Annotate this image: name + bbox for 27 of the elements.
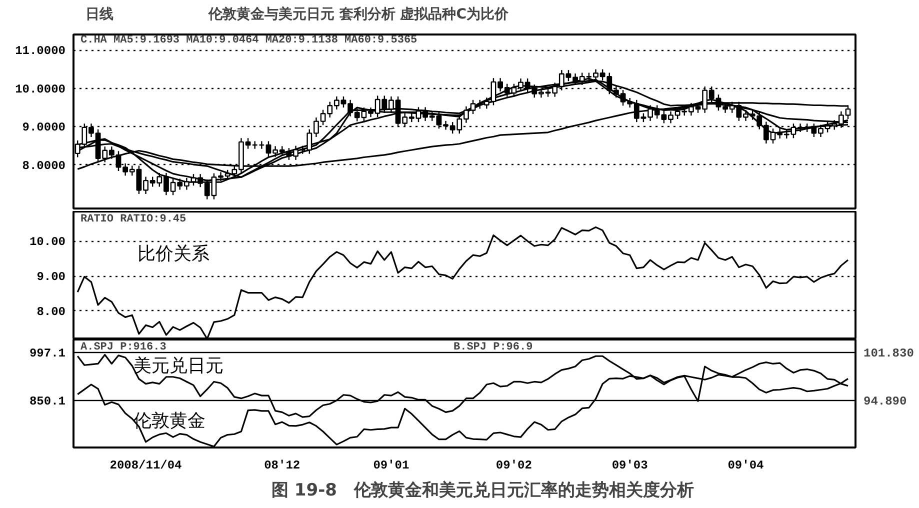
y-tick-label: 997.1	[29, 346, 66, 361]
y-tick-label: 10.00	[29, 235, 66, 250]
y-tick-label: 11.0000	[15, 44, 66, 58]
annotation: B.SPJ P:96.9	[454, 342, 533, 354]
text: 比价关系	[138, 244, 210, 264]
series-label: 伦敦黄金	[134, 410, 206, 432]
x-tick-label: 2008/11/04	[110, 458, 182, 472]
y-tick-label: 10.0000	[15, 82, 66, 96]
y-tick-label: 8.0000	[22, 158, 66, 173]
annotation: C.HA MA5:9.1693 MA10:9.0464 MA20:9.1138 MA60:9.5365	[80, 34, 418, 46]
caption: 图 19-8 伦敦黄金和美元兑日元汇率的走势相关度分析	[272, 480, 694, 500]
x-tick-label: 09'03	[612, 458, 648, 472]
y-tick-label: 8.00	[36, 304, 66, 319]
annotation: A.SPJ P:916.3	[80, 342, 167, 354]
y-tick-label: 9.00	[36, 270, 66, 284]
y-tick-label: 850.1	[29, 394, 66, 408]
y2-tick-label: 94.890	[864, 394, 907, 408]
annotation: RATIO RATIO:9.45	[80, 214, 187, 226]
x-tick-label: 09'04	[728, 458, 764, 472]
chart-title: 伦敦黄金与美元日元 套利分析 虚拟品种C为比价	[208, 6, 510, 22]
x-tick-label: 08'12	[264, 458, 300, 472]
text: 日线	[86, 6, 114, 22]
y-tick-label: 9.0000	[22, 120, 66, 135]
y2-tick-label: 101.830	[864, 346, 914, 360]
x-tick-label: 09'02	[496, 458, 532, 472]
x-tick-label: 09'01	[373, 458, 410, 472]
series-label: 美元兑日元	[134, 356, 224, 376]
